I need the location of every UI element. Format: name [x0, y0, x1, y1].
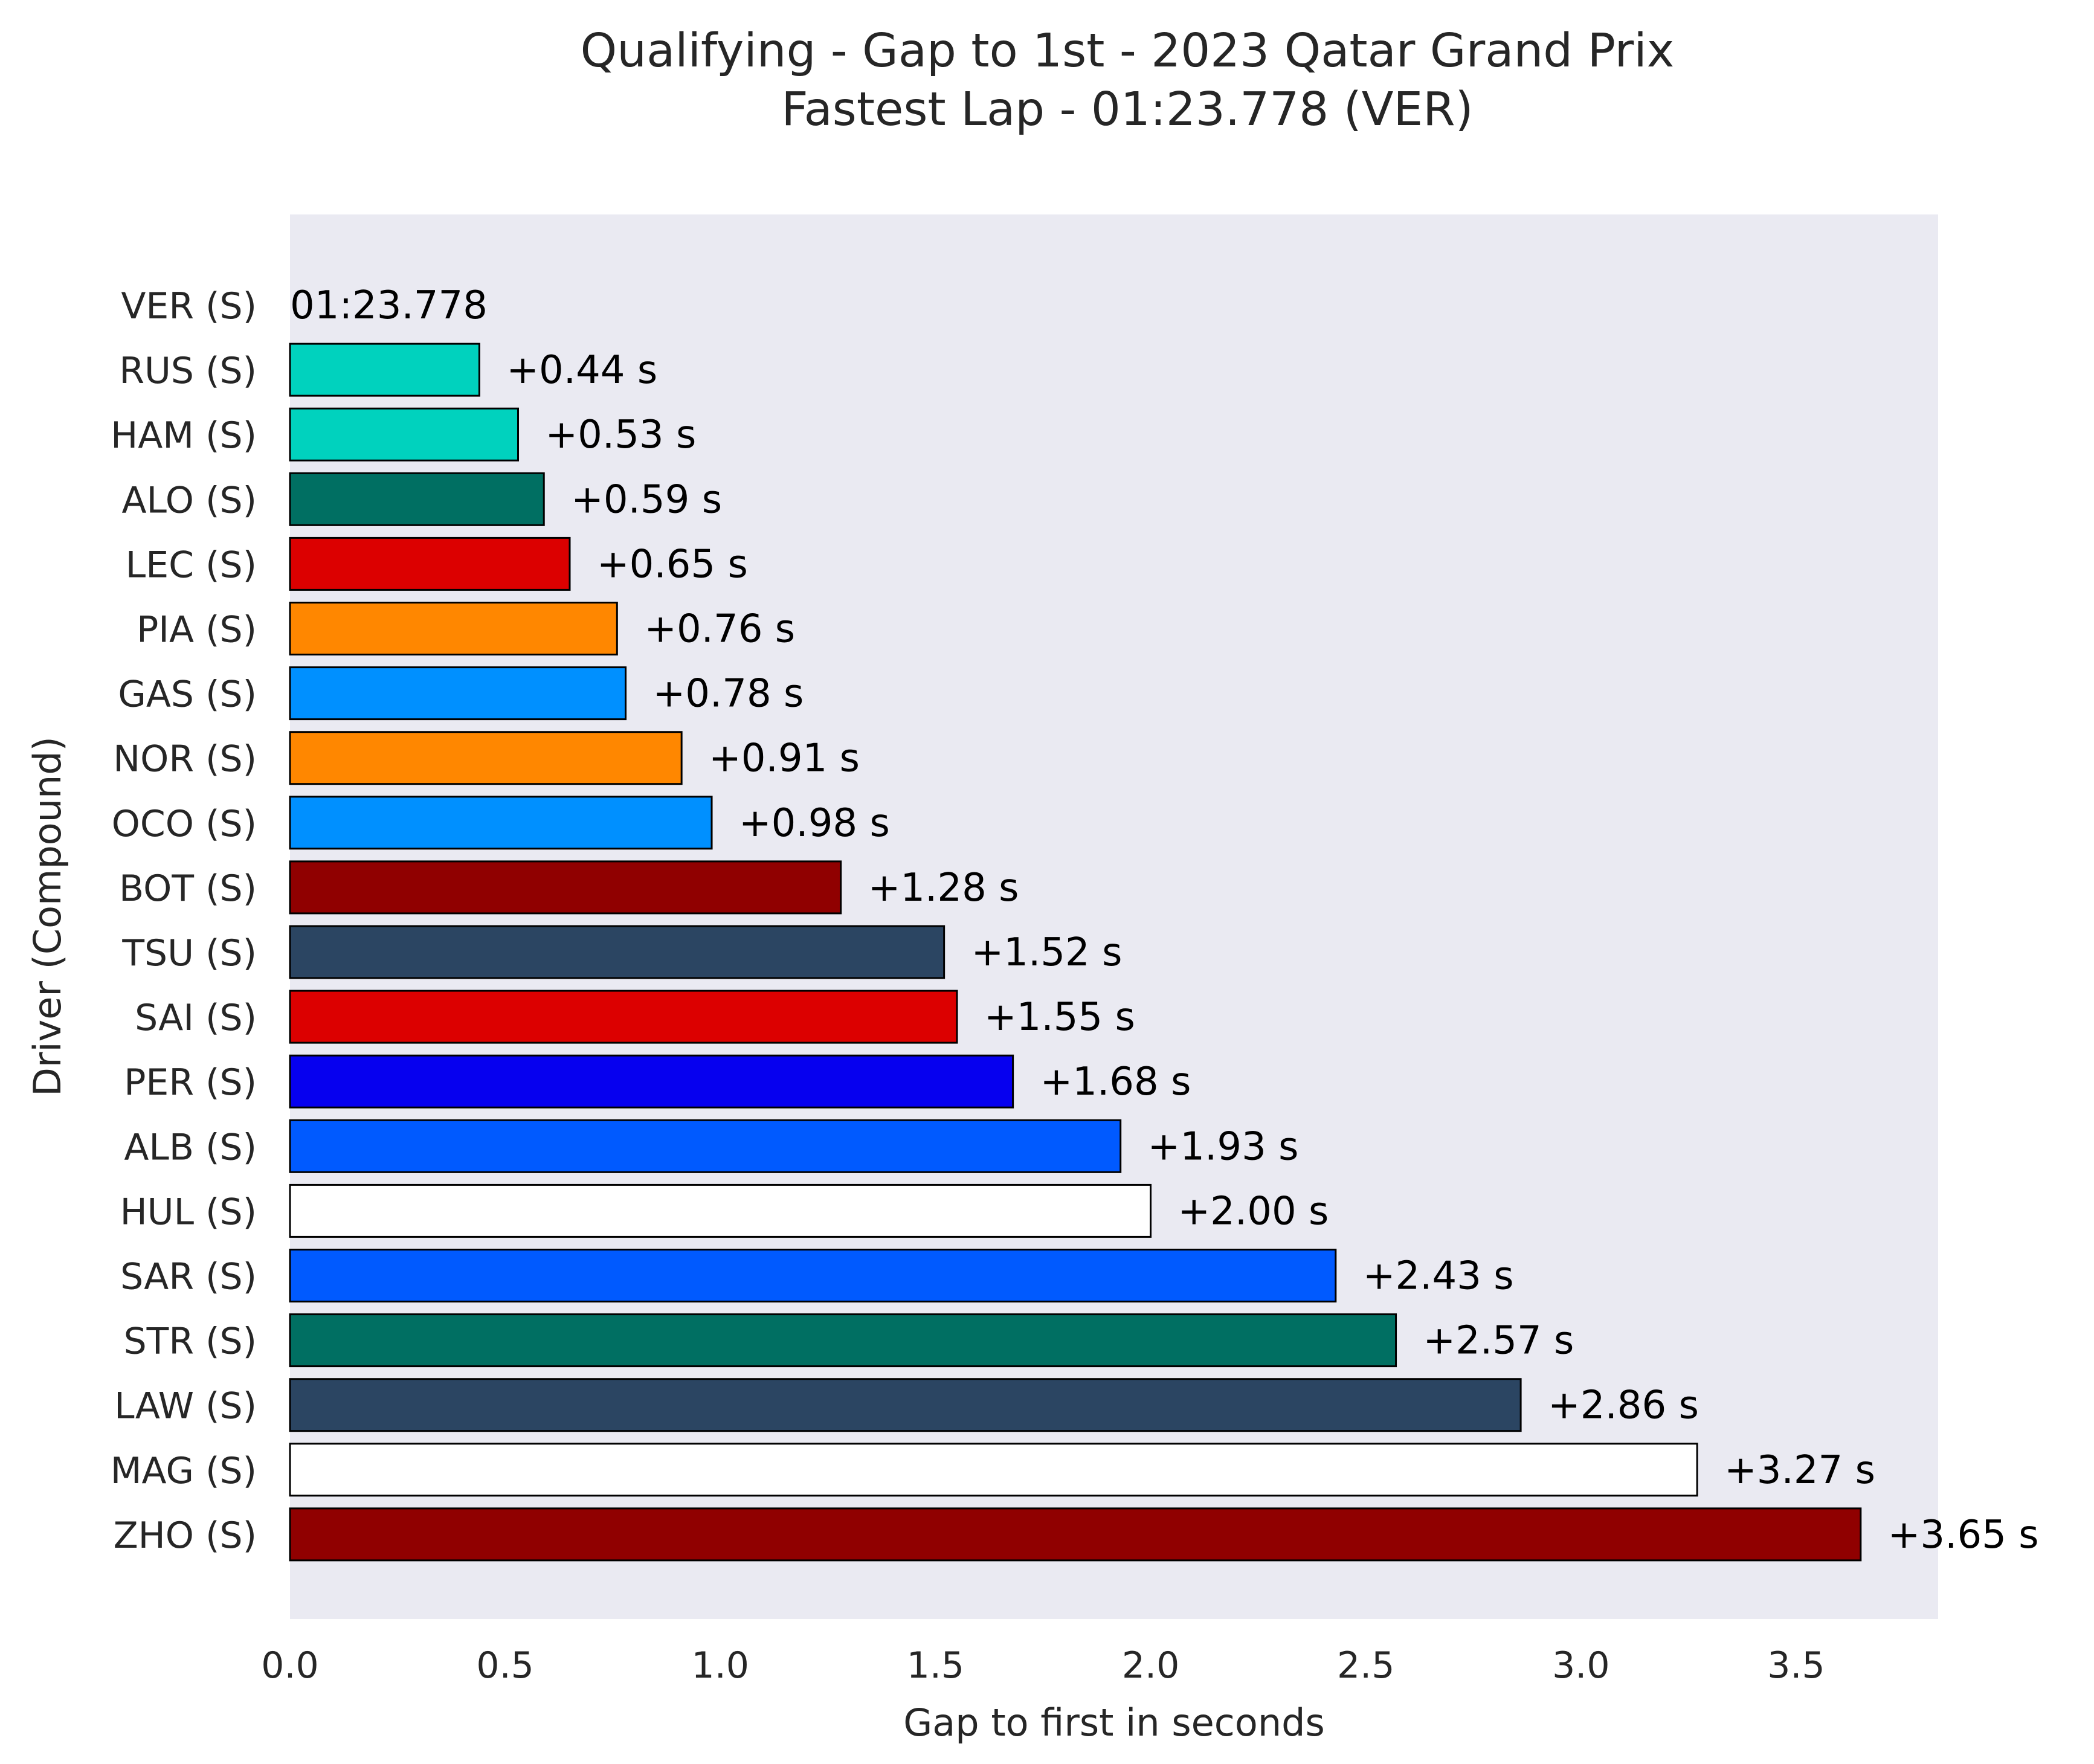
bar-label-str: +2.57 s — [1423, 1319, 1574, 1363]
x-tick-6: 3.0 — [1552, 1644, 1609, 1687]
bar-label-bot: +1.28 s — [868, 866, 1019, 910]
x-tick-labels: 0.0 0.5 1.0 1.5 2.0 2.5 3.0 3.5 — [261, 1644, 1825, 1687]
y-tick-oco: OCO (S) — [112, 803, 257, 845]
y-tick-zho: ZHO (S) — [114, 1515, 257, 1557]
x-tick-3: 1.5 — [907, 1644, 964, 1687]
x-tick-4: 2.0 — [1122, 1644, 1179, 1687]
bar-mag — [289, 1443, 1698, 1497]
bar-label-ver: 01:23.778 — [290, 283, 488, 328]
bar-pia — [289, 602, 618, 655]
x-tick-0: 0.0 — [261, 1644, 318, 1687]
y-tick-per: PER (S) — [124, 1061, 257, 1104]
bar-label-pia: +0.76 s — [644, 607, 795, 652]
bar-oco — [289, 796, 713, 850]
bar-label-lec: +0.65 s — [597, 542, 748, 587]
x-tick-5: 2.5 — [1337, 1644, 1394, 1687]
bar-label-tsu: +1.52 s — [971, 930, 1123, 975]
y-tick-law: LAW (S) — [114, 1385, 257, 1428]
y-tick-alb: ALB (S) — [124, 1126, 257, 1168]
bar-label-rus: +0.44 s — [506, 348, 657, 393]
bar-gas — [289, 666, 627, 721]
bar-label-zho: +3.65 s — [1888, 1513, 2039, 1557]
bar-tsu — [289, 925, 946, 979]
bar-sar — [289, 1249, 1337, 1302]
bar-label-sar: +2.43 s — [1363, 1254, 1514, 1299]
bar-rus — [289, 343, 480, 397]
bar-ham — [289, 407, 520, 462]
bar-labels-group: 01:23.778 +0.44 s +0.53 s +0.59 s +0.65 s +0.… — [290, 283, 2039, 1557]
bar-label-hul: +2.00 s — [1178, 1189, 1329, 1234]
bar-law — [289, 1378, 1522, 1432]
bar-label-law: +2.86 s — [1548, 1383, 1699, 1428]
bar-label-mag: +3.27 s — [1724, 1448, 1875, 1493]
bar-label-sai: +1.55 s — [984, 995, 1135, 1040]
y-tick-hul: HUL (S) — [120, 1191, 257, 1233]
bar-label-alo: +0.59 s — [571, 477, 722, 522]
bar-lec — [289, 536, 571, 591]
y-tick-ver: VER (S) — [121, 285, 257, 327]
y-tick-gas: GAS (S) — [118, 674, 257, 716]
bar-label-per: +1.68 s — [1040, 1060, 1191, 1104]
y-tick-labels: VER (S) RUS (S) HAM (S) ALO (S) LEC (S) PIA (… — [111, 285, 257, 1557]
bars-group — [289, 343, 1862, 1562]
bar-sai — [289, 990, 958, 1044]
y-tick-alo: ALO (S) — [121, 479, 257, 521]
bar-str — [289, 1313, 1397, 1368]
y-tick-lec: LEC (S) — [126, 544, 257, 586]
y-axis-label: Driver (Compound) — [25, 736, 69, 1096]
bar-hul — [289, 1183, 1152, 1238]
bar-label-oco: +0.98 s — [739, 801, 890, 846]
bar-alb — [289, 1119, 1122, 1173]
y-tick-ham: HAM (S) — [111, 414, 257, 457]
x-axis-label: Gap to first in seconds — [903, 1701, 1325, 1745]
y-tick-pia: PIA (S) — [137, 609, 257, 651]
x-tick-7: 3.5 — [1767, 1644, 1825, 1687]
y-tick-sar: SAR (S) — [120, 1256, 257, 1298]
y-tick-nor: NOR (S) — [113, 738, 257, 781]
y-tick-sai: SAI (S) — [135, 997, 257, 1039]
bar-label-gas: +0.78 s — [653, 672, 804, 716]
chart-subtitle: Fastest Lap - 01:23.778 (VER) — [781, 83, 1473, 137]
bar-alo — [289, 472, 545, 526]
bar-bot — [289, 860, 842, 915]
bar-label-ham: +0.53 s — [546, 413, 697, 457]
y-tick-tsu: TSU (S) — [121, 932, 257, 974]
bar-per — [289, 1054, 1014, 1109]
chart-title: Qualifying - Gap to 1st - 2023 Qatar Gra… — [581, 24, 1675, 78]
bar-zho — [289, 1507, 1862, 1562]
bar-label-nor: +0.91 s — [709, 736, 860, 781]
x-tick-1: 0.5 — [476, 1644, 533, 1687]
y-tick-str: STR (S) — [124, 1321, 257, 1363]
x-tick-2: 1.0 — [692, 1644, 749, 1687]
y-tick-mag: MAG (S) — [111, 1450, 257, 1492]
y-tick-rus: RUS (S) — [119, 350, 257, 392]
y-tick-bot: BOT (S) — [119, 868, 257, 910]
bar-nor — [289, 731, 683, 785]
bar-label-alb: +1.93 s — [1148, 1124, 1299, 1169]
